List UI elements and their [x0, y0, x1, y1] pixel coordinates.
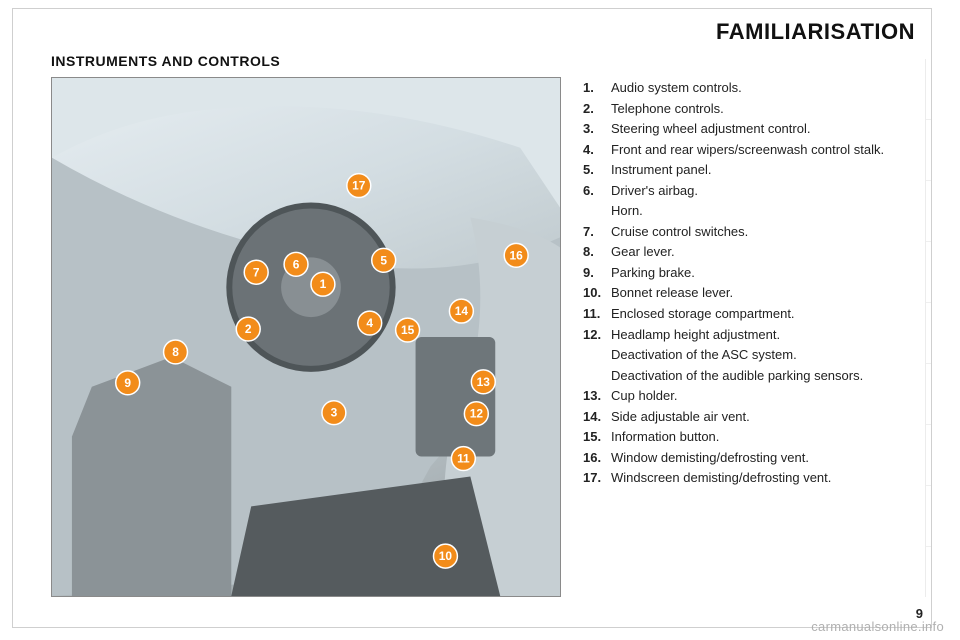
- list-item: 15.Information button.: [583, 428, 918, 446]
- list-item: 9.Parking brake.: [583, 264, 918, 282]
- list-item-number: 6.: [583, 182, 611, 200]
- list-item-number: 10.: [583, 284, 611, 302]
- list-item-text: Telephone controls.: [611, 100, 918, 118]
- list-item-text: Audio system controls.: [611, 79, 918, 97]
- list-item: 7.Cruise control switches.: [583, 223, 918, 241]
- callout-number-5: 5: [380, 253, 387, 267]
- shape-centre-console: [416, 337, 496, 457]
- list-item-number: 8.: [583, 243, 611, 261]
- callout-number-17: 17: [352, 179, 366, 193]
- list-item-number: 4.: [583, 141, 611, 159]
- list-item: 5.Instrument panel.: [583, 161, 918, 179]
- callout-number-7: 7: [253, 265, 260, 279]
- callout-number-6: 6: [293, 257, 300, 271]
- list-item-text: Windscreen demisting/defrosting vent.: [611, 469, 918, 487]
- list-item: 4.Front and rear wipers/screenwash contr…: [583, 141, 918, 159]
- list-item-number: 11.: [583, 305, 611, 323]
- callout-number-13: 13: [477, 375, 491, 389]
- list-item: 16.Window demisting/defrosting vent.: [583, 449, 918, 467]
- callout-number-10: 10: [439, 549, 453, 563]
- page-title: FAMILIARISATION: [716, 19, 915, 45]
- interior-svg: 1234567891011121314151617: [52, 78, 560, 596]
- list-item-text: Cup holder.: [611, 387, 918, 405]
- callout-number-15: 15: [401, 323, 415, 337]
- list-item-number: 9.: [583, 264, 611, 282]
- callout-number-11: 11: [457, 452, 470, 466]
- list-item: 17.Windscreen demisting/defrosting vent.: [583, 469, 918, 487]
- list-item-text: Gear lever.: [611, 243, 918, 261]
- list-item-subtext: Deactivation of the audible parking sens…: [611, 367, 918, 385]
- callout-number-8: 8: [172, 345, 179, 359]
- list-item-text: Steering wheel adjustment control.: [611, 120, 918, 138]
- list-item-text: Information button.: [611, 428, 918, 446]
- list-item-text: Parking brake.: [611, 264, 918, 282]
- list-item: 11.Enclosed storage compartment.: [583, 305, 918, 323]
- list-item-number: 5.: [583, 161, 611, 179]
- list-item-text: Window demisting/defrosting vent.: [611, 449, 918, 467]
- list-item-number: 12.: [583, 326, 611, 344]
- list-item: 10.Bonnet release lever.: [583, 284, 918, 302]
- callout-number-16: 16: [510, 248, 524, 262]
- interior-illustration: 1234567891011121314151617: [51, 77, 561, 597]
- section-title: INSTRUMENTS AND CONTROLS: [51, 53, 280, 69]
- list-item-text: Side adjustable air vent.: [611, 408, 918, 426]
- list-item-text: Bonnet release lever.: [611, 284, 918, 302]
- list-item: 3.Steering wheel adjustment control.: [583, 120, 918, 138]
- shape-seat: [72, 357, 231, 596]
- list-item-subtext: Horn.: [611, 202, 918, 220]
- list-item-subtext: Deactivation of the ASC system.: [611, 346, 918, 364]
- controls-list: 1.Audio system controls.2.Telephone cont…: [583, 79, 918, 490]
- list-item: 6.Driver's airbag.: [583, 182, 918, 200]
- callout-number-4: 4: [366, 316, 373, 330]
- callout-number-14: 14: [455, 304, 469, 318]
- list-item-number: 14.: [583, 408, 611, 426]
- watermark-text: carmanualsonline.info: [811, 619, 944, 634]
- list-item-text: Headlamp height adjustment.: [611, 326, 918, 344]
- list-item-text: Front and rear wipers/screenwash control…: [611, 141, 918, 159]
- list-item: 14.Side adjustable air vent.: [583, 408, 918, 426]
- list-item-number: 2.: [583, 100, 611, 118]
- list-item-number: 16.: [583, 449, 611, 467]
- list-item-number: 15.: [583, 428, 611, 446]
- list-item: 8.Gear lever.: [583, 243, 918, 261]
- callout-number-9: 9: [124, 376, 131, 390]
- shape-windscreen: [52, 78, 560, 207]
- callout-number-1: 1: [320, 277, 327, 291]
- callout-number-2: 2: [245, 322, 252, 336]
- callout-number-12: 12: [470, 407, 484, 421]
- list-item: 2.Telephone controls.: [583, 100, 918, 118]
- manual-page: FAMILIARISATION INSTRUMENTS AND CONTROLS…: [12, 8, 932, 628]
- list-item-number: 13.: [583, 387, 611, 405]
- callout-number-3: 3: [331, 406, 338, 420]
- list-item-number: 17.: [583, 469, 611, 487]
- list-item-text: Cruise control switches.: [611, 223, 918, 241]
- list-item-text: Enclosed storage compartment.: [611, 305, 918, 323]
- list-item-number: 7.: [583, 223, 611, 241]
- page-margin-deco: [925, 59, 931, 597]
- list-item: 13.Cup holder.: [583, 387, 918, 405]
- list-item-number: 1.: [583, 79, 611, 97]
- list-item-text: Driver's airbag.: [611, 182, 918, 200]
- list-item-number: 3.: [583, 120, 611, 138]
- list-item-text: Instrument panel.: [611, 161, 918, 179]
- list-item: 12.Headlamp height adjustment.: [583, 326, 918, 344]
- list-item: 1.Audio system controls.: [583, 79, 918, 97]
